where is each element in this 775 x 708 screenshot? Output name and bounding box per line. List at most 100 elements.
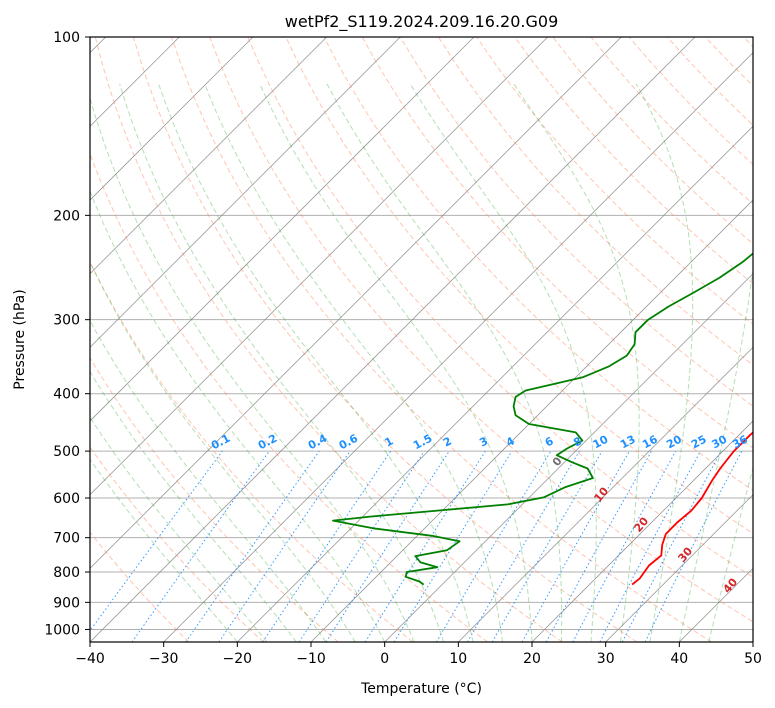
mixing-ratio-line [572,450,677,642]
x-tick-label: 0 [380,651,389,667]
x-tick-label: 20 [523,651,541,667]
mixing-ratio-line [218,450,351,642]
y-tick-label: 900 [53,595,80,611]
dry-adiabat-line [285,37,753,535]
moist-adiabat-line [204,83,503,642]
chart-title: wetPf2_S119.2024.209.16.20.G09 [285,12,559,32]
isotherm-line [90,37,401,348]
mixing-ratio-line [262,450,392,642]
y-axis-label: Pressure (hPa) [12,289,28,389]
x-tick-label: −30 [149,651,179,667]
dry-adiabat-line [247,37,753,578]
y-tick-label: 400 [53,387,80,403]
mixing-ratio-line [90,450,223,632]
temperature-profile [631,431,753,586]
moist-adiabat-line [708,466,753,642]
isotherm-line [163,52,753,642]
mixing-ratio-label: 2 [441,434,454,449]
dry-adiabat-line [171,37,712,642]
mixing-ratio-label: 13 [618,433,638,452]
mixing-ratio-line [644,450,743,642]
dry-adiabat-line [437,37,753,366]
isotherm-line [90,37,327,275]
x-tick-label: 10 [449,651,467,667]
y-tick-label: 800 [53,565,80,581]
moist-adiabat-label: 40 [720,575,740,595]
y-tick-label: 600 [53,491,80,507]
series-layer [332,252,753,586]
isotherm-line [90,37,622,569]
dry-adiabat-line [90,356,339,642]
moist-adiabat-line [90,416,268,642]
dry-adiabat-line [90,260,414,642]
moist-adiabat-line [90,319,327,642]
mixing-ratio-label: 0.4 [306,432,330,453]
moist-adiabat-label: 30 [675,544,695,564]
moist-adiabat-line [635,83,694,642]
y-tick-label: 100 [53,30,80,46]
moist-adiabat-line [259,83,533,642]
mixing-ratio-line [467,450,580,642]
grid-layer [90,37,753,642]
x-axis-label: Temperature (°C) [360,681,482,697]
dry-adiabat-line [90,446,264,642]
mixing-ratio-label: 6 [543,434,556,449]
moist-adiabat-line [90,370,297,642]
dewpoint-profile [332,252,753,586]
isotherm-line [90,37,475,422]
mixing-ratio-label: 1 [383,434,396,449]
moist-adiabat-label: 20 [631,514,651,534]
moist-adiabat-line [326,83,563,642]
moist-adiabat-line [90,260,356,642]
x-tick-label: −10 [296,651,326,667]
dry-adiabat-line [90,152,488,642]
y-tick-label: 700 [53,531,80,547]
x-tick-label: −40 [75,651,105,667]
plot-frame [89,36,754,643]
dry-adiabat-line [704,37,753,87]
mixing-ratio-label: 16 [640,433,660,452]
x-tick-label: 50 [744,651,762,667]
mixing-ratio-line [185,450,320,642]
isotherm-line [90,37,548,496]
x-tick-label: 30 [597,651,615,667]
x-tick-label: 40 [670,651,688,667]
mixing-ratio-label: 3 [477,434,490,449]
x-tick-label: −20 [223,651,253,667]
axis-layer: −40 −30 −20 −10 0 10 20 30 40 5010020030040050060… [44,30,762,667]
mixing-ratio-label: 20 [664,433,684,452]
mixing-ratio-line [325,450,450,642]
dry-adiabat-line [90,531,190,642]
isotherm-line [384,273,753,642]
dry-adiabat-line [743,37,753,48]
isotherm-line [458,346,753,642]
isotherm-line [237,125,753,642]
mixing-ratio-label: 36 [730,433,750,452]
mixing-ratio-label: 0.1 [209,432,232,453]
dry-adiabat-line [361,37,753,449]
mixing-ratio-line [298,450,425,642]
y-tick-label: 500 [53,444,80,460]
isotherm-line [605,494,753,642]
plot-area: 0.10.20.40.611.52346810131620253036-100-… [90,37,753,642]
moist-adiabat-line [90,458,238,642]
moist-adiabat-line [90,96,415,642]
dry-adiabat-line [94,37,563,642]
mixing-ratio-line [131,450,270,642]
mixing-ratio-line [521,450,630,642]
dry-adiabat-line [209,37,753,623]
mixing-ratio-line [393,450,513,642]
mixing-ratio-label: 8 [571,434,584,449]
isotherm-line [90,37,254,201]
isotherm-line [531,420,753,642]
dry-adiabat-line [514,37,753,285]
mixing-ratio-label: 10 [591,433,611,452]
moist-adiabat-line [513,83,640,642]
y-tick-label: 300 [53,313,80,329]
isotherm-line [310,199,753,642]
moist-adiabat-line [119,83,445,642]
mixing-ratio-label: 1.5 [411,432,434,453]
moist-adiabat-label: 0 [550,454,565,468]
moist-adiabat-line [409,83,597,642]
